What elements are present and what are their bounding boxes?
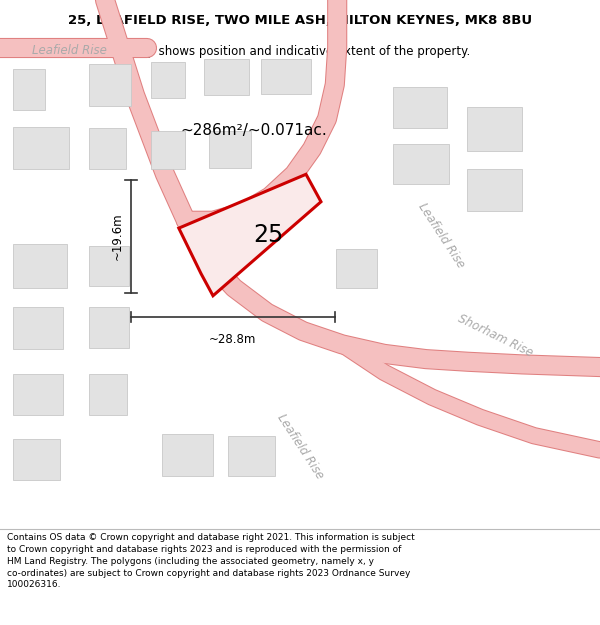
Polygon shape (261, 59, 311, 94)
Polygon shape (179, 174, 321, 296)
Polygon shape (13, 69, 45, 110)
Text: ~28.8m: ~28.8m (209, 332, 256, 346)
Polygon shape (89, 64, 131, 106)
Polygon shape (89, 374, 127, 414)
Text: Contains OS data © Crown copyright and database right 2021. This information is : Contains OS data © Crown copyright and d… (7, 533, 415, 589)
Polygon shape (13, 244, 67, 288)
Polygon shape (209, 131, 251, 168)
Polygon shape (467, 107, 522, 151)
Text: Shorham Rise: Shorham Rise (455, 312, 535, 359)
Polygon shape (13, 308, 63, 349)
Polygon shape (393, 87, 447, 128)
Polygon shape (162, 434, 213, 476)
Polygon shape (228, 436, 275, 476)
Text: ~19.6m: ~19.6m (111, 213, 124, 260)
Text: 25, LEAFIELD RISE, TWO MILE ASH, MILTON KEYNES, MK8 8BU: 25, LEAFIELD RISE, TWO MILE ASH, MILTON … (68, 14, 532, 28)
Text: Leafield Rise: Leafield Rise (274, 411, 326, 481)
Polygon shape (467, 169, 522, 211)
Polygon shape (13, 439, 60, 479)
Polygon shape (393, 144, 449, 184)
Polygon shape (89, 308, 129, 348)
Polygon shape (13, 127, 69, 169)
Polygon shape (336, 249, 377, 288)
Text: ~286m²/~0.071ac.: ~286m²/~0.071ac. (180, 124, 327, 139)
Text: Leafield Rise: Leafield Rise (415, 200, 467, 270)
Text: Leafield Rise: Leafield Rise (32, 44, 106, 57)
Text: 25: 25 (253, 222, 283, 247)
Polygon shape (151, 131, 185, 169)
Polygon shape (89, 127, 126, 169)
Text: Map shows position and indicative extent of the property.: Map shows position and indicative extent… (130, 44, 470, 58)
Polygon shape (204, 59, 249, 95)
Polygon shape (151, 62, 185, 98)
Polygon shape (89, 246, 129, 286)
Polygon shape (13, 374, 63, 414)
